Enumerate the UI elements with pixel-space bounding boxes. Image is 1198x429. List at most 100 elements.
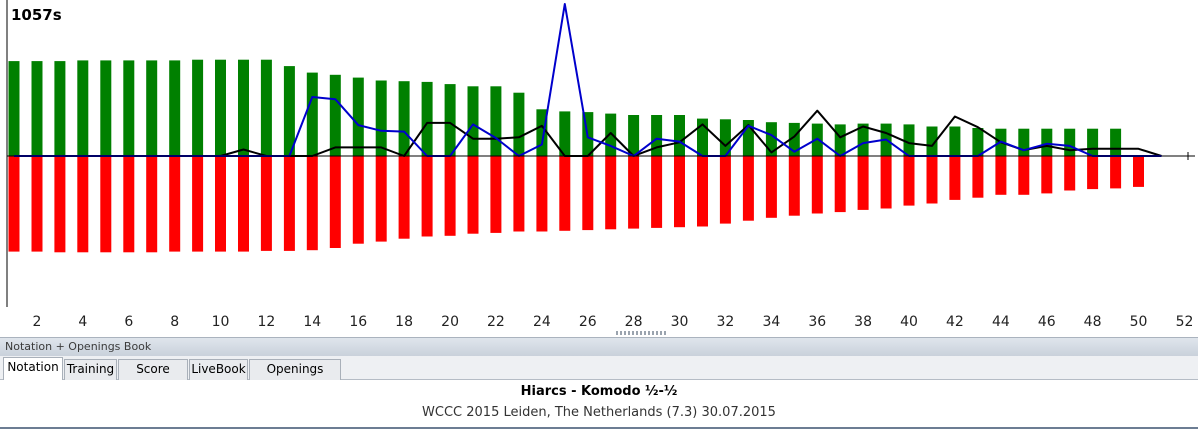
bar-white-clock — [857, 123, 869, 156]
bar-black-clock — [559, 156, 571, 231]
x-tick-label: 26 — [579, 314, 597, 330]
x-tick-label: 30 — [671, 314, 689, 330]
x-tick-label: 16 — [349, 314, 367, 330]
bar-white-clock — [1041, 128, 1053, 156]
bar-black-clock — [77, 156, 89, 253]
bar-black-clock — [513, 156, 525, 232]
bar-white-clock — [421, 81, 433, 156]
bar-black-clock — [903, 156, 915, 206]
bar-black-clock — [651, 156, 663, 228]
bar-black-clock — [31, 156, 43, 252]
bar-black-clock — [628, 156, 640, 229]
bar-white-clock — [765, 122, 777, 156]
bar-black-clock — [765, 156, 777, 218]
bar-white-clock — [444, 84, 456, 156]
bar-black-clock — [1133, 156, 1144, 187]
bar-black-clock — [972, 156, 984, 198]
bar-black-clock — [490, 156, 502, 233]
bar-black-clock — [697, 156, 708, 227]
bar-white-clock — [1018, 128, 1030, 156]
bar-white-clock — [398, 81, 410, 156]
x-tick-label: 32 — [716, 314, 734, 330]
bar-white-clock — [467, 86, 479, 156]
bar-black-clock — [1064, 156, 1076, 191]
bar-white-clock — [719, 119, 731, 156]
tab-livebook[interactable]: LiveBook — [189, 359, 248, 380]
bar-black-clock — [8, 156, 20, 252]
bar-white-clock — [100, 60, 112, 156]
game-event-info: WCCC 2015 Leiden, The Netherlands (7.3) … — [422, 405, 776, 420]
bar-white-clock — [54, 61, 66, 156]
x-tick-label: 44 — [992, 314, 1010, 330]
tab-training[interactable]: Training — [64, 359, 117, 380]
bar-black-clock — [444, 156, 456, 236]
bar-black-clock — [238, 156, 249, 252]
splitter-grip[interactable] — [616, 331, 666, 335]
bar-black-clock — [123, 156, 135, 253]
bar-white-clock — [375, 80, 387, 156]
bar-black-clock — [146, 156, 158, 253]
bar-black-clock — [100, 156, 112, 253]
bar-white-clock — [146, 60, 158, 156]
bar-white-clock — [8, 61, 20, 156]
bar-white-clock — [697, 118, 708, 156]
bar-black-clock — [398, 156, 410, 239]
x-tick-label: 40 — [900, 314, 918, 330]
line-move-time-a — [14, 3, 1162, 157]
bar-white-clock — [903, 124, 915, 156]
tab-openings-book[interactable]: Openings Book — [249, 359, 341, 395]
bar-black-clock — [283, 156, 295, 251]
bar-black-clock — [421, 156, 433, 237]
tab-score-sheet[interactable]: Score sheet — [118, 359, 188, 395]
x-tick-label: 36 — [808, 314, 826, 330]
bar-black-clock — [467, 156, 479, 234]
x-tick-label: 22 — [487, 314, 505, 330]
bar-white-clock — [628, 115, 640, 156]
tab-notation[interactable]: Notation — [3, 357, 63, 381]
panel-title: Notation + Openings Book — [0, 337, 1198, 356]
x-tick-label: 42 — [946, 314, 964, 330]
x-tick-label: 34 — [762, 314, 780, 330]
bar-white-clock — [329, 74, 341, 156]
tab-bar: Notation Training Score sheet LiveBook O… — [0, 356, 1198, 395]
bar-black-clock — [536, 156, 548, 232]
bar-black-clock — [834, 156, 846, 213]
x-tick-label: 48 — [1084, 314, 1102, 330]
bar-black-clock — [995, 156, 1007, 195]
bar-white-clock — [192, 59, 204, 157]
bar-white-clock — [605, 113, 617, 156]
bar-black-clock — [949, 156, 961, 200]
bar-black-clock — [306, 156, 318, 251]
x-tick-label: 14 — [303, 314, 321, 330]
bar-white-clock — [31, 61, 43, 156]
x-tick-label: 20 — [441, 314, 459, 330]
bar-black-clock — [880, 156, 892, 209]
x-tick-label: 4 — [78, 314, 87, 330]
x-tick-label: 2 — [33, 314, 42, 330]
bar-black-clock — [215, 156, 226, 252]
x-tick-label: 52 — [1176, 314, 1194, 330]
bar-black-clock — [719, 156, 731, 224]
time-usage-chart: 2 4 6 8 10 12 14 16 18 20 22 24 26 28 30 32 34 36 38 40 42 44… — [6, 0, 1195, 330]
x-tick-label: 24 — [533, 314, 551, 330]
bar-white-clock — [972, 128, 984, 156]
bar-white-clock — [559, 111, 571, 156]
bar-white-clock — [123, 60, 135, 156]
chart-peak-label: 1057s — [11, 6, 62, 24]
chart-plot: 2 4 6 8 10 12 14 16 18 20 22 24 26 28 30 32 34 36 38 40 42 44… — [6, 0, 1195, 330]
bar-white-clock — [651, 115, 663, 156]
bar-black-clock — [605, 156, 617, 230]
x-tick-label: 10 — [212, 314, 230, 330]
bar-black-clock — [1110, 156, 1122, 189]
bar-black-clock — [54, 156, 66, 253]
bar-white-clock — [215, 59, 226, 157]
x-tick-label: 8 — [170, 314, 179, 330]
bar-black-clock — [857, 156, 869, 210]
bar-white-clock — [352, 77, 364, 156]
bar-black-clock — [582, 156, 594, 231]
bar-white-clock — [1110, 128, 1122, 156]
x-tick-label: 28 — [625, 314, 643, 330]
bar-white-clock — [306, 72, 318, 156]
x-tick-label: 38 — [854, 314, 872, 330]
bar-white-clock — [77, 60, 89, 156]
